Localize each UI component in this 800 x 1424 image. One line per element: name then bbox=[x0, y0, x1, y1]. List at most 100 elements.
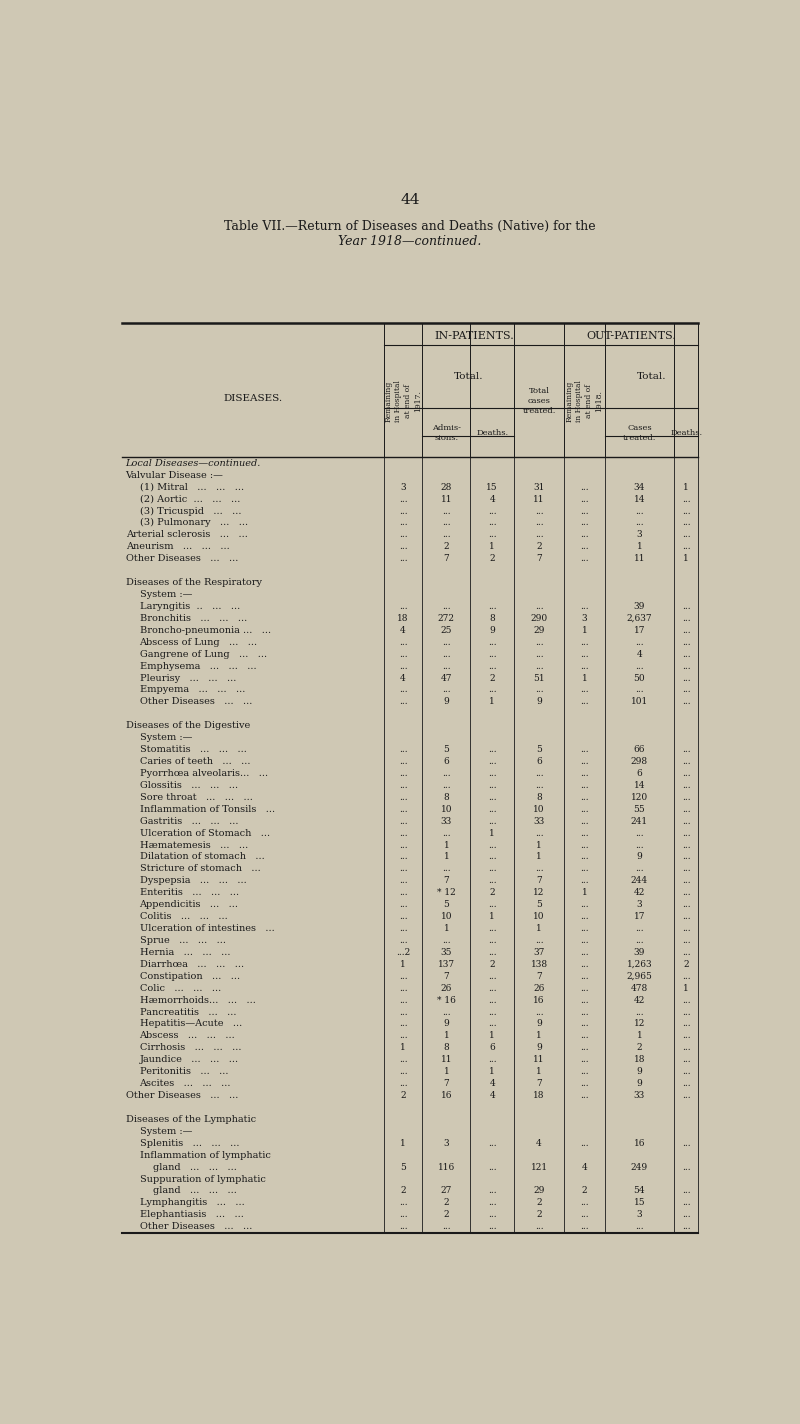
Text: ...: ... bbox=[534, 602, 543, 611]
Text: ...: ... bbox=[682, 518, 690, 527]
Text: Pancreatitis   ...   ...: Pancreatitis ... ... bbox=[139, 1008, 236, 1017]
Text: Splenitis   ...   ...   ...: Splenitis ... ... ... bbox=[139, 1139, 239, 1148]
Text: ...: ... bbox=[488, 649, 497, 659]
Text: 2: 2 bbox=[444, 543, 450, 551]
Text: 7: 7 bbox=[536, 971, 542, 981]
Text: 27: 27 bbox=[441, 1186, 452, 1196]
Text: 37: 37 bbox=[534, 948, 545, 957]
Text: ...: ... bbox=[580, 1139, 589, 1148]
Text: 34: 34 bbox=[634, 483, 645, 491]
Text: ...: ... bbox=[398, 816, 407, 826]
Text: ...: ... bbox=[398, 1020, 407, 1028]
Text: 9: 9 bbox=[536, 698, 542, 706]
Text: ...: ... bbox=[398, 876, 407, 886]
Text: 7: 7 bbox=[443, 876, 450, 886]
Text: ...: ... bbox=[682, 889, 690, 897]
Text: 9: 9 bbox=[443, 698, 450, 706]
Text: OUT-PATIENTS.: OUT-PATIENTS. bbox=[586, 330, 676, 340]
Text: Cirrhosis   ...   ...   ...: Cirrhosis ... ... ... bbox=[139, 1044, 241, 1052]
Text: ...: ... bbox=[398, 649, 407, 659]
Text: Year 1918—continued.: Year 1918—continued. bbox=[338, 235, 482, 248]
Text: 9: 9 bbox=[536, 1020, 542, 1028]
Text: 11: 11 bbox=[534, 494, 545, 504]
Text: ...: ... bbox=[488, 745, 497, 755]
Text: 12: 12 bbox=[634, 1020, 645, 1028]
Text: ...: ... bbox=[442, 662, 450, 671]
Text: 2: 2 bbox=[536, 1210, 542, 1219]
Text: ...: ... bbox=[488, 1020, 497, 1028]
Text: ...: ... bbox=[682, 829, 690, 837]
Text: Emphysema   ...   ...   ...: Emphysema ... ... ... bbox=[139, 662, 256, 671]
Text: * 12: * 12 bbox=[437, 889, 456, 897]
Text: ...: ... bbox=[682, 1091, 690, 1099]
Text: ...: ... bbox=[580, 1210, 589, 1219]
Text: 28: 28 bbox=[441, 483, 452, 491]
Text: ...: ... bbox=[398, 685, 407, 695]
Text: ...: ... bbox=[635, 924, 644, 933]
Text: 5: 5 bbox=[536, 900, 542, 909]
Text: ...2: ...2 bbox=[396, 948, 410, 957]
Text: (3) Tricuspid   ...   ...: (3) Tricuspid ... ... bbox=[139, 507, 241, 515]
Text: 9: 9 bbox=[637, 1067, 642, 1077]
Text: Stomatitis   ...   ...   ...: Stomatitis ... ... ... bbox=[139, 745, 246, 755]
Text: ...: ... bbox=[580, 494, 589, 504]
Text: ...: ... bbox=[398, 853, 407, 862]
Text: ...: ... bbox=[488, 900, 497, 909]
Text: ...: ... bbox=[682, 1020, 690, 1028]
Text: 47: 47 bbox=[441, 674, 452, 682]
Text: 1: 1 bbox=[683, 554, 689, 564]
Text: 1: 1 bbox=[582, 625, 587, 635]
Text: ...: ... bbox=[398, 984, 407, 993]
Text: ...: ... bbox=[398, 829, 407, 837]
Text: ...: ... bbox=[682, 662, 690, 671]
Text: 26: 26 bbox=[441, 984, 452, 993]
Text: ...: ... bbox=[398, 995, 407, 1004]
Text: Inflammation of Tonsils   ...: Inflammation of Tonsils ... bbox=[139, 805, 274, 813]
Text: ...: ... bbox=[488, 1162, 497, 1172]
Text: ...: ... bbox=[682, 913, 690, 921]
Text: ...: ... bbox=[682, 853, 690, 862]
Text: Abscess of Lung   ...   ...: Abscess of Lung ... ... bbox=[139, 638, 258, 646]
Text: gland   ...   ...   ...: gland ... ... ... bbox=[154, 1186, 238, 1196]
Text: ...: ... bbox=[580, 829, 589, 837]
Text: ...: ... bbox=[398, 698, 407, 706]
Text: 5: 5 bbox=[536, 745, 542, 755]
Text: Stricture of stomach   ...: Stricture of stomach ... bbox=[139, 864, 260, 873]
Text: System :—: System :— bbox=[139, 590, 192, 600]
Text: 8: 8 bbox=[536, 793, 542, 802]
Text: Other Diseases   ...   ...: Other Diseases ... ... bbox=[126, 554, 238, 564]
Text: ...: ... bbox=[682, 1008, 690, 1017]
Text: 478: 478 bbox=[630, 984, 648, 993]
Text: 3: 3 bbox=[400, 483, 406, 491]
Text: 4: 4 bbox=[582, 1162, 587, 1172]
Text: ...: ... bbox=[534, 530, 543, 540]
Text: ...: ... bbox=[398, 1210, 407, 1219]
Text: ...: ... bbox=[442, 518, 450, 527]
Text: ...: ... bbox=[682, 780, 690, 790]
Text: 2: 2 bbox=[637, 1044, 642, 1052]
Text: 18: 18 bbox=[534, 1091, 545, 1099]
Text: ...: ... bbox=[534, 1008, 543, 1017]
Text: 16: 16 bbox=[441, 1091, 452, 1099]
Text: 1: 1 bbox=[443, 1067, 450, 1077]
Text: 1: 1 bbox=[443, 840, 450, 850]
Text: Hernia   ...   ...   ...: Hernia ... ... ... bbox=[139, 948, 230, 957]
Text: 9: 9 bbox=[536, 1044, 542, 1052]
Text: 7: 7 bbox=[443, 1079, 450, 1088]
Text: 120: 120 bbox=[631, 793, 648, 802]
Text: ...: ... bbox=[682, 1222, 690, 1232]
Text: ...: ... bbox=[580, 924, 589, 933]
Text: ...: ... bbox=[488, 507, 497, 515]
Text: ...: ... bbox=[488, 1199, 497, 1208]
Text: 39: 39 bbox=[634, 948, 645, 957]
Text: ...: ... bbox=[682, 494, 690, 504]
Text: gland   ...   ...   ...: gland ... ... ... bbox=[154, 1162, 238, 1172]
Text: ...: ... bbox=[442, 1008, 450, 1017]
Text: ...: ... bbox=[682, 674, 690, 682]
Text: ...: ... bbox=[682, 1067, 690, 1077]
Text: 241: 241 bbox=[631, 816, 648, 826]
Text: ...: ... bbox=[682, 1044, 690, 1052]
Text: ...: ... bbox=[635, 1008, 644, 1017]
Text: Constipation   ...   ...: Constipation ... ... bbox=[139, 971, 240, 981]
Text: 39: 39 bbox=[634, 602, 645, 611]
